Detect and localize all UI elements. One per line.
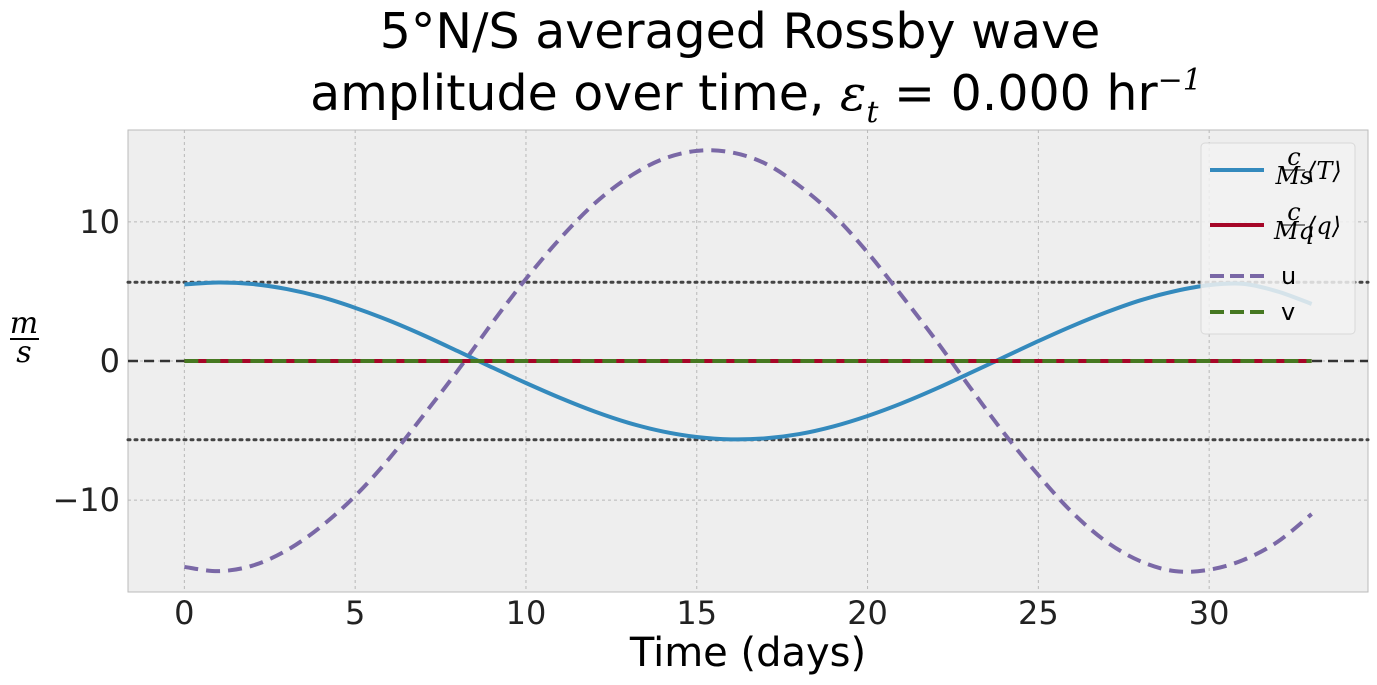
x-tick-label-20: 20 — [847, 594, 888, 632]
x-tick-labels: 0 5 10 15 20 25 30 — [174, 594, 1229, 632]
x-tick-label-5: 5 — [345, 594, 365, 632]
title-prefix: amplitude over time, — [310, 65, 840, 122]
legend-num-moisture: c — [1287, 198, 1300, 226]
legend-den-temperature: Ms — [1275, 162, 1313, 190]
y-tick-label-10: 10 — [79, 203, 120, 241]
legend-label-v: v — [1281, 298, 1295, 326]
legend-num-temperature: c — [1287, 143, 1300, 171]
x-tick-label-25: 25 — [1018, 594, 1059, 632]
x-axis-label: Time (days) — [629, 630, 866, 676]
legend-tail-temperature: ⟨T⟩ — [1307, 157, 1342, 185]
legend: c Ms ⟨T⟩ c Mq ⟨q⟩ u v — [1200, 142, 1356, 335]
legend-label-u: u — [1281, 262, 1296, 290]
legend-entry-temperature: c Ms ⟨T⟩ — [1210, 143, 1342, 190]
y-tick-label--10: −10 — [52, 481, 120, 519]
y-axis-label-numerator: m — [10, 306, 38, 341]
title-mid: = 0.000 hr — [878, 65, 1158, 122]
legend-entry-moisture: c Mq ⟨q⟩ — [1210, 198, 1341, 245]
legend-den-moisture: Mq — [1273, 217, 1314, 245]
chart-title-line1: 5°N/S averaged Rossby wave — [380, 3, 1101, 60]
y-axis-label: m s — [10, 306, 39, 370]
title-epsilon-subscript: t — [866, 95, 879, 130]
y-tick-label-0: 0 — [100, 342, 120, 380]
x-tick-label-10: 10 — [506, 594, 547, 632]
title-superscript: −1 — [1158, 63, 1202, 98]
legend-entry-v: v — [1210, 298, 1295, 326]
series-line-temperature — [184, 280, 1313, 442]
legend-tail-moisture: ⟨q⟩ — [1307, 212, 1341, 240]
x-tick-label-15: 15 — [676, 594, 717, 632]
title-epsilon: ε — [840, 65, 866, 122]
x-tick-label-30: 30 — [1189, 594, 1230, 632]
series-lines — [184, 148, 1313, 574]
x-tick-label-0: 0 — [174, 594, 194, 632]
y-tick-labels: −10 0 10 — [52, 203, 120, 519]
legend-entry-u: u — [1210, 262, 1296, 290]
chart-title-line2: amplitude over time, εt = 0.000 hr−1 — [310, 63, 1202, 130]
legend-box — [1200, 142, 1356, 335]
y-axis-label-denominator: s — [16, 335, 31, 370]
